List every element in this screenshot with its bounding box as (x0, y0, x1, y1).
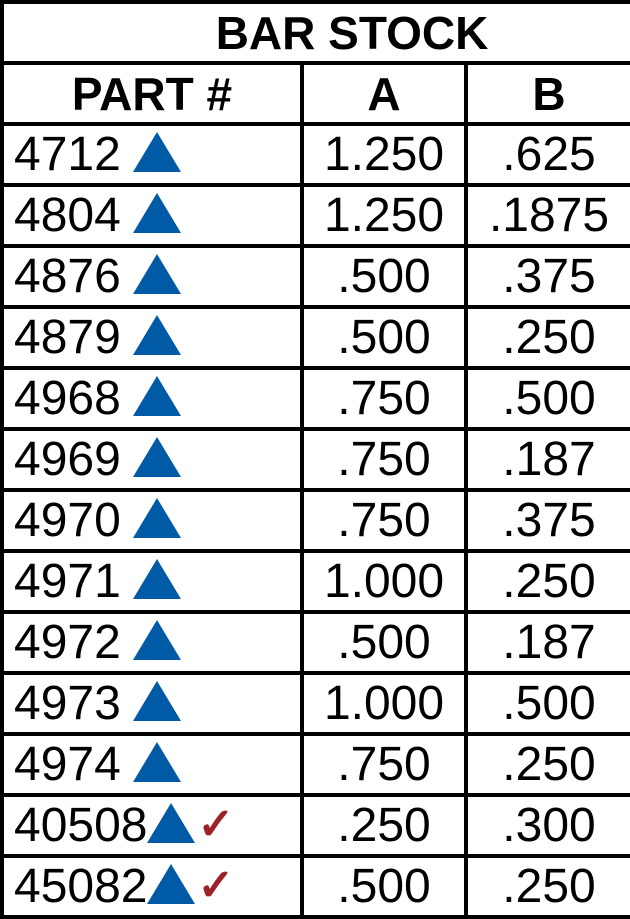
part-cell: 4973 (0, 671, 304, 736)
part-number: 40508 (14, 798, 148, 852)
table-row: 45082 ✓ .500.250 (0, 854, 630, 919)
triangle-icon (132, 558, 181, 599)
part-cell: 4968 (0, 366, 304, 431)
b-cell: .625 (463, 122, 630, 187)
a-cell: 1.250 (300, 183, 468, 248)
b-cell: .375 (463, 244, 630, 309)
part-cell: 4879 (0, 305, 304, 370)
part-cell: 4876 (0, 244, 304, 309)
table-row: 4970 .750.375 (0, 488, 630, 553)
part-number: 4804 (14, 188, 121, 242)
part-cell: 45082 ✓ (0, 854, 304, 919)
table-row: 4879 .500.250 (0, 305, 630, 370)
column-header-part: PART # (0, 61, 304, 126)
a-cell: 1.250 (300, 122, 468, 187)
check-icon: ✓ (197, 799, 235, 849)
column-header-b: B (463, 61, 630, 126)
table-row: 4972 .500.187 (0, 610, 630, 675)
part-number: 4969 (14, 432, 121, 486)
table-row: 40508 ✓ .250.300 (0, 793, 630, 858)
a-cell: .500 (300, 610, 468, 675)
part-number: 4971 (14, 554, 121, 608)
part-number: 45082 (14, 859, 148, 913)
a-cell: .250 (300, 793, 468, 858)
triangle-icon (132, 192, 181, 233)
part-number: 4974 (14, 737, 121, 791)
triangle-icon (132, 619, 181, 660)
a-cell: .750 (300, 366, 468, 431)
part-cell: 4969 (0, 427, 304, 492)
b-cell: .500 (463, 671, 630, 736)
b-cell: .500 (463, 366, 630, 431)
b-cell: .250 (463, 305, 630, 370)
triangle-icon (147, 863, 196, 904)
triangle-icon (132, 741, 181, 782)
part-number: 4970 (14, 493, 121, 547)
b-cell: .187 (463, 610, 630, 675)
triangle-icon (147, 802, 196, 843)
a-cell: .750 (300, 732, 468, 797)
triangle-icon (132, 497, 181, 538)
triangle-icon (132, 253, 181, 294)
triangle-icon (132, 314, 181, 355)
part-number: 4968 (14, 371, 121, 425)
check-icon: ✓ (197, 860, 235, 910)
b-cell: .375 (463, 488, 630, 553)
header-row: PART # A B (0, 61, 630, 126)
part-number: 4712 (14, 127, 121, 181)
part-number: 4972 (14, 615, 121, 669)
part-cell: 40508 ✓ (0, 793, 304, 858)
a-cell: .500 (300, 854, 468, 919)
triangle-icon (132, 680, 181, 721)
table-row: 4974 .750.250 (0, 732, 630, 797)
triangle-icon (132, 375, 181, 416)
b-cell: .250 (463, 549, 630, 614)
a-cell: .500 (300, 244, 468, 309)
part-number: 4876 (14, 249, 121, 303)
part-cell: 4712 (0, 122, 304, 187)
table-row: 4969 .750.187 (0, 427, 630, 492)
part-cell: 4972 (0, 610, 304, 675)
title-row: BAR STOCK (0, 0, 630, 65)
table-row: 4968 .750.500 (0, 366, 630, 431)
table-row: 4971 1.000.250 (0, 549, 630, 614)
part-number: 4973 (14, 676, 121, 730)
b-cell: .250 (463, 732, 630, 797)
b-cell: .300 (463, 793, 630, 858)
table-row: 4973 1.000.500 (0, 671, 630, 736)
a-cell: .500 (300, 305, 468, 370)
table-row: 4712 1.250.625 (0, 122, 630, 187)
table-title: BAR STOCK (0, 0, 630, 65)
triangle-icon (132, 436, 181, 477)
triangle-icon (132, 131, 181, 172)
a-cell: .750 (300, 488, 468, 553)
part-cell: 4804 (0, 183, 304, 248)
part-number: 4879 (14, 310, 121, 364)
a-cell: 1.000 (300, 671, 468, 736)
column-header-a: A (300, 61, 468, 126)
part-cell: 4974 (0, 732, 304, 797)
a-cell: .750 (300, 427, 468, 492)
a-cell: 1.000 (300, 549, 468, 614)
b-cell: .187 (463, 427, 630, 492)
b-cell: .1875 (463, 183, 630, 248)
part-cell: 4971 (0, 549, 304, 614)
table-row: 4876 .500.375 (0, 244, 630, 309)
b-cell: .250 (463, 854, 630, 919)
table-row: 4804 1.250.1875 (0, 183, 630, 248)
part-cell: 4970 (0, 488, 304, 553)
